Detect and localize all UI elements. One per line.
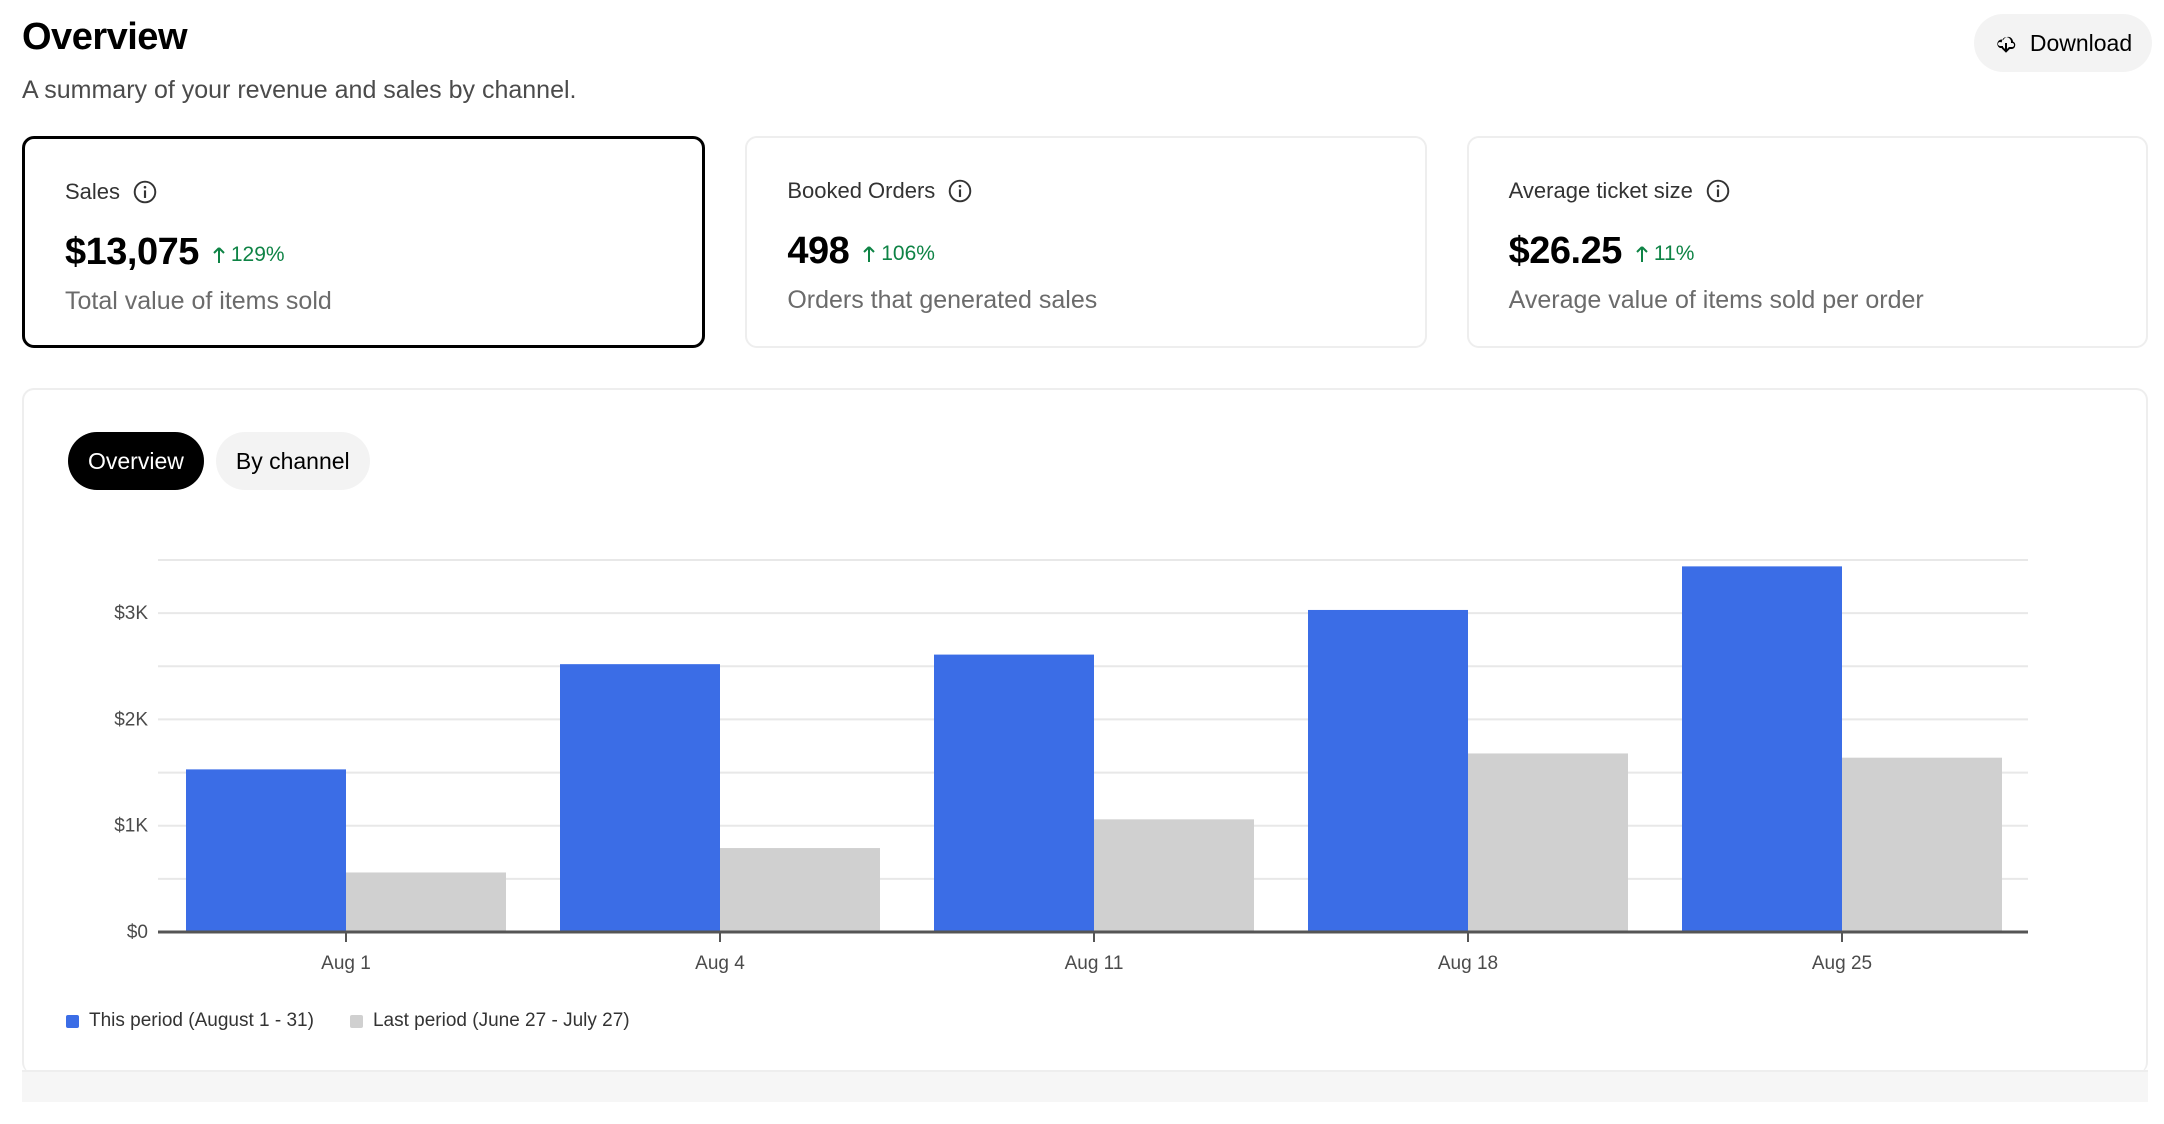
arrow-up-icon xyxy=(1636,246,1648,262)
bar-chart: $0 $1K $2K $3K Aug 1 Aug 4 Aug 11 Aug 18 Aug 25 xyxy=(114,559,2028,974)
card-booked-orders[interactable]: Booked Orders 498 106% Orders that gener… xyxy=(745,136,1427,348)
download-label: Download xyxy=(2029,29,2133,56)
card-average-ticket[interactable]: Average ticket size $26.25 11% Average v… xyxy=(1466,136,2148,348)
y-tick-label: $1K xyxy=(114,816,148,837)
panel-footer xyxy=(22,1070,2148,1102)
info-icon[interactable] xyxy=(1705,178,1731,204)
change-badge: 129% xyxy=(211,243,285,267)
x-tick-label: Aug 11 xyxy=(1065,953,1124,974)
x-tick-label: Aug 4 xyxy=(695,953,745,974)
bar-last-period xyxy=(1468,753,1628,932)
card-value: $13,075 xyxy=(65,231,199,273)
bar-this-period xyxy=(560,664,720,932)
legend-swatch-this-period xyxy=(66,1014,79,1028)
info-icon[interactable] xyxy=(132,179,158,205)
card-label: Booked Orders xyxy=(787,178,936,203)
tab-by-channel[interactable]: By channel xyxy=(215,432,370,490)
metric-cards: Sales $13,075 129% Total value of items … xyxy=(22,136,2148,348)
card-description: Total value of items sold xyxy=(65,287,332,315)
chart-tabs: Overview By channel xyxy=(68,432,370,490)
card-label: Average ticket size xyxy=(1508,178,1693,203)
legend-swatch-last-period xyxy=(349,1014,363,1028)
bar-this-period xyxy=(1308,609,1468,932)
cloud-download-icon xyxy=(1997,36,2016,53)
bar-last-period xyxy=(720,848,880,932)
bar-last-period xyxy=(1094,819,1254,932)
legend-label: Last period (June 27 - July 27) xyxy=(372,1010,630,1031)
bar-last-period xyxy=(1842,757,2002,932)
card-description: Orders that generated sales xyxy=(787,286,1098,314)
bar-this-period xyxy=(934,654,1094,932)
card-value: $26.25 xyxy=(1508,230,1623,272)
x-tick-label: Aug 25 xyxy=(1812,953,1872,974)
bar-last-period xyxy=(346,872,506,932)
legend-item-this-period: This period (August 1 - 31) xyxy=(66,1010,314,1032)
change-badge: 106% xyxy=(861,242,935,266)
legend-label: This period (August 1 - 31) xyxy=(89,1010,314,1031)
info-icon[interactable] xyxy=(947,178,973,204)
arrow-up-icon xyxy=(213,247,225,263)
chart-legend: This period (August 1 - 31) Last period … xyxy=(66,1010,630,1032)
y-tick-label: $2K xyxy=(114,709,148,730)
card-value: 498 xyxy=(787,230,850,272)
x-tick-label: Aug 18 xyxy=(1438,953,1498,974)
card-label: Sales xyxy=(65,179,121,204)
bar-this-period xyxy=(1682,566,1842,932)
chart-panel: Overview By channel $0 $1K $2K $3K Aug 1 Aug … xyxy=(22,388,2148,1074)
legend-item-last-period: Last period (June 27 - July 27) xyxy=(349,1010,630,1032)
page-title: Overview xyxy=(22,16,188,58)
download-button[interactable]: Download xyxy=(1974,14,2152,72)
y-tick-label: $3K xyxy=(114,603,148,624)
change-value: 11% xyxy=(1653,242,1695,265)
page-subtitle: A summary of your revenue and sales by c… xyxy=(22,76,577,104)
change-value: 106% xyxy=(881,242,935,265)
arrow-up-icon xyxy=(863,246,875,262)
card-description: Average value of items sold per order xyxy=(1508,286,1924,314)
change-badge: 11% xyxy=(1634,242,1694,266)
bar-this-period xyxy=(186,769,346,932)
y-tick-label: $0 xyxy=(127,922,148,943)
card-sales[interactable]: Sales $13,075 129% Total value of items … xyxy=(22,136,706,348)
change-value: 129% xyxy=(230,243,285,266)
x-tick-label: Aug 1 xyxy=(321,953,371,974)
tab-overview[interactable]: Overview xyxy=(68,432,204,490)
